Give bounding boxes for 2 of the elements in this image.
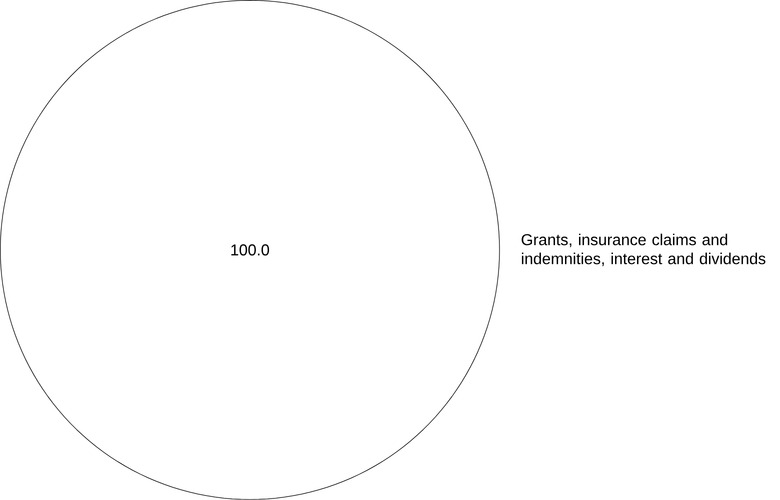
data-label: 100.0 — [231, 244, 270, 256]
slice-label: Grants, insurance claims and indemnities, interest and dividends — [522, 234, 766, 266]
